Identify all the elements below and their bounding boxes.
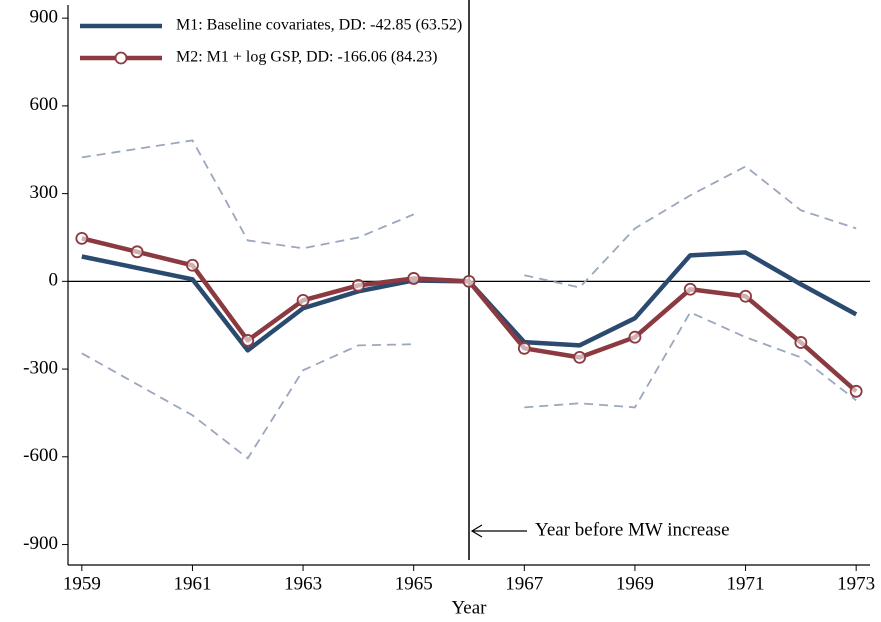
x-axis-label: Year — [451, 597, 487, 618]
y-tick-label: -900 — [23, 533, 58, 554]
annotation-arrowhead — [470, 524, 483, 538]
y-tick-label: 600 — [30, 94, 59, 115]
x-tick-label: 1971 — [727, 573, 765, 594]
point-marker — [407, 272, 421, 285]
point-marker — [683, 282, 697, 296]
point-marker — [849, 384, 863, 398]
legend-label: M2: M1 + log GSP, DD: -166.06 (84.23) — [176, 49, 437, 66]
point-marker — [517, 341, 531, 355]
y-tick-label: 900 — [30, 7, 59, 28]
x-tick-label: 1965 — [395, 573, 433, 594]
point-marker — [241, 334, 255, 347]
point-marker — [628, 330, 642, 344]
confidence-band — [81, 139, 857, 289]
legend-label: M1: Baseline covariates, DD: -42.85 (63.… — [176, 17, 462, 34]
y-tick-label: 0 — [49, 270, 59, 291]
y-tick-label: -600 — [23, 445, 58, 466]
point-marker — [739, 289, 752, 303]
point-marker — [351, 279, 365, 292]
point-marker — [462, 274, 476, 288]
point-marker — [75, 231, 89, 245]
x-tick-label: 1973 — [837, 573, 875, 594]
x-tick-label: 1967 — [505, 573, 543, 594]
x-tick-label: 1969 — [616, 573, 654, 594]
x-tick-label: 1963 — [284, 573, 322, 594]
y-tick-label: -300 — [23, 357, 58, 378]
x-tick-label: 1961 — [173, 573, 211, 594]
annotation: Year before MW increase — [535, 519, 730, 540]
point-marker — [794, 336, 808, 349]
point-marker — [186, 258, 199, 272]
confidence-band — [81, 311, 857, 460]
legend-marker — [114, 51, 128, 65]
x-tick-label: 1959 — [63, 573, 101, 594]
point-marker — [573, 350, 587, 364]
point-marker — [296, 293, 310, 307]
point-marker — [130, 245, 144, 259]
y-tick-label: 300 — [30, 182, 59, 203]
